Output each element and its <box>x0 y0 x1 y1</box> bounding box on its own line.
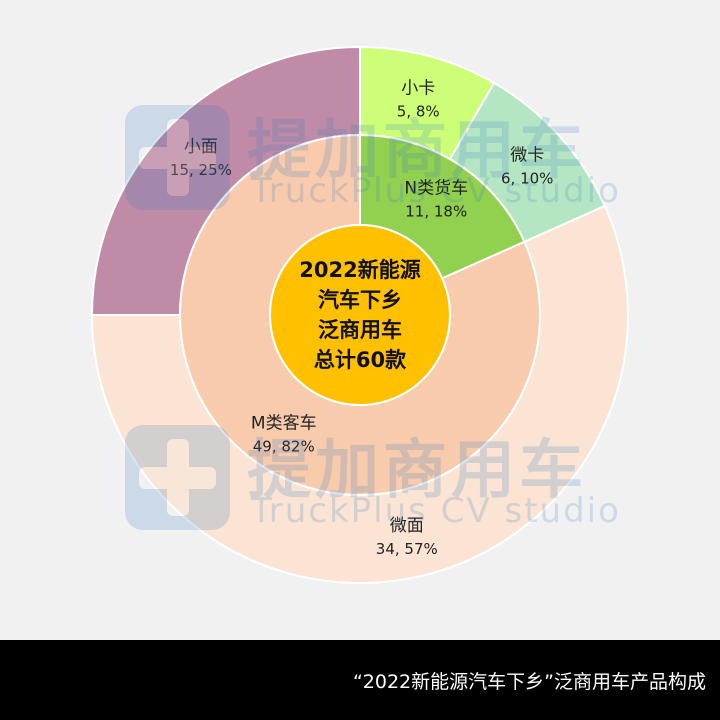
center-label-line: 总计60款 <box>314 348 407 372</box>
outer-ring-slice-label: 小面 <box>184 137 218 157</box>
footer-caption: “2022新能源汽车下乡”泛商用车产品构成 <box>352 671 706 693</box>
center-label-line: 2022新能源 <box>299 258 420 282</box>
inner-ring-slice-value-label: 49, 82% <box>253 437 315 455</box>
outer-ring-slice-label: 小卡 <box>401 79 435 99</box>
outer-ring-slice-value-label: 6, 10% <box>501 169 553 187</box>
donut-chart: 小卡 5, 8% 微卡 6, 10% 微面 34, 57% 小面 15, 25% N类货车 11,… <box>90 45 629 584</box>
outer-ring-slice-value-label: 34, 57% <box>376 540 438 558</box>
inner-ring-slice-value-label: 11, 18% <box>405 203 467 221</box>
inner-ring-slice-label: N类货车 <box>404 179 468 199</box>
outer-ring-slice-value-label: 15, 25% <box>170 161 232 179</box>
outer-ring-slice-label: 微卡 <box>510 145 544 165</box>
outer-ring-slice-value-label: 5, 8% <box>397 103 440 121</box>
footer-bar: “2022新能源汽车下乡”泛商用车产品构成 <box>0 640 720 720</box>
chart-area: 小卡 5, 8% 微卡 6, 10% 微面 34, 57% 小面 15, 25% N类货车 11,… <box>90 45 629 584</box>
center-circle <box>269 224 451 406</box>
center-label-line: 汽车下乡 <box>318 288 402 312</box>
inner-ring-slice-label: M类客车 <box>251 413 317 433</box>
outer-ring-slice-label: 微面 <box>390 516 424 536</box>
center-label-line: 泛商用车 <box>318 318 402 342</box>
